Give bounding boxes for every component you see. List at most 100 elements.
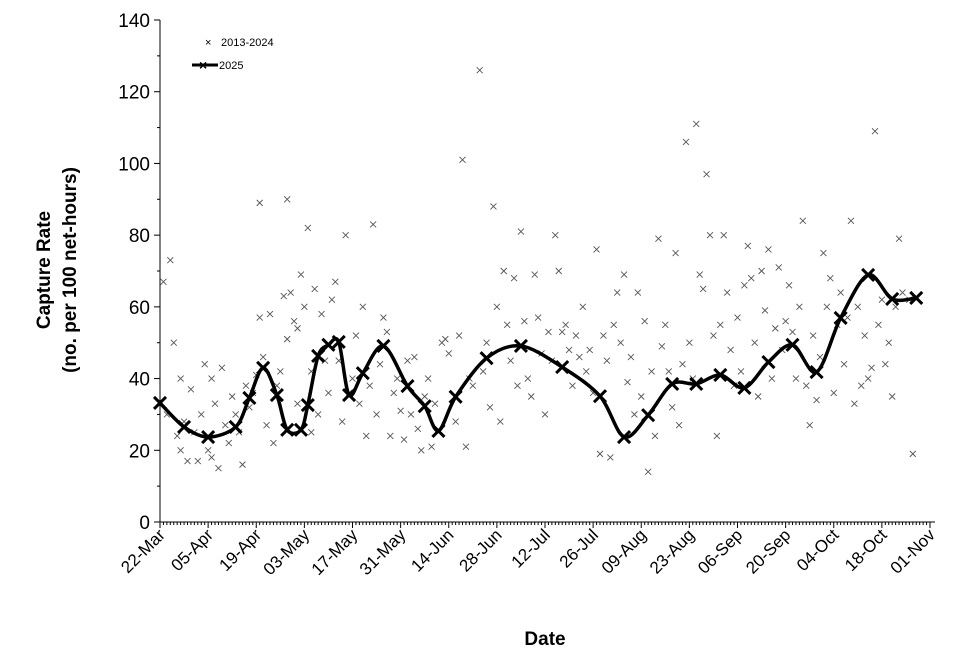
scatter-point — [369, 221, 377, 228]
scatter-point — [641, 317, 649, 325]
scatter-x-stroke — [668, 403, 676, 411]
scatter-point — [380, 314, 387, 321]
scatter-point — [768, 375, 776, 382]
scatter-x-stroke — [610, 321, 618, 329]
scatter-point — [483, 339, 490, 347]
scatter-x-stroke — [318, 310, 325, 318]
scatter-x-stroke — [325, 389, 332, 397]
scatter-point — [668, 403, 676, 411]
scatter-point — [789, 328, 796, 336]
scatter-point — [679, 360, 686, 368]
scatter-point — [390, 389, 398, 397]
scatter-x-stroke — [888, 393, 896, 400]
marker-x-stroke — [833, 310, 848, 326]
scatter-x-stroke — [600, 332, 607, 339]
scatter-point — [844, 314, 851, 321]
scatter-x-stroke — [782, 317, 789, 325]
scatter-point — [342, 231, 349, 239]
scatter-point — [283, 195, 291, 203]
scatter-x-stroke — [280, 292, 288, 300]
scatter-x-stroke — [431, 400, 439, 407]
scatter-x-stroke — [751, 339, 759, 347]
scatter-x-stroke — [170, 339, 178, 347]
scatter-x-stroke — [696, 271, 704, 278]
scatter-x-stroke — [758, 267, 765, 275]
scatter-x-stroke — [270, 439, 277, 447]
scatter-x-stroke — [909, 450, 917, 458]
scatter-x-stroke — [747, 274, 755, 282]
scatter-point — [569, 382, 576, 390]
x-tick-label: 31-May — [356, 525, 410, 579]
scatter-x-stroke — [844, 314, 851, 321]
scatter-x-stroke — [531, 271, 539, 278]
scatter-point — [761, 307, 769, 314]
marker-x-stroke — [331, 334, 346, 350]
scatter-x-stroke — [816, 353, 824, 361]
scatter-x-stroke — [400, 436, 408, 443]
scatter-x-stroke — [634, 289, 642, 296]
scatter-x-stroke — [720, 231, 728, 239]
scatter-point — [868, 364, 875, 372]
scatter-x-stroke — [486, 403, 494, 411]
scatter-x-stroke — [651, 432, 659, 440]
marker-x-stroke — [761, 355, 776, 370]
scatter-point — [201, 360, 209, 368]
scatter-point — [531, 271, 539, 278]
scatter-point — [696, 271, 704, 278]
scatter-point — [840, 360, 848, 368]
scatter-x-stroke — [620, 271, 628, 278]
scatter-point — [682, 138, 690, 146]
scatter-point — [421, 393, 429, 400]
scatter-x-stroke — [545, 328, 552, 336]
scatter-x-stroke — [493, 303, 501, 311]
scatter-point — [699, 285, 707, 293]
scatter-point — [338, 418, 346, 425]
marker-x-stroke — [641, 408, 656, 423]
scatter-point — [617, 339, 624, 347]
scatter-x-stroke — [177, 375, 184, 382]
scatter-point — [490, 203, 497, 210]
scatter-x-stroke — [239, 461, 246, 468]
y-axis-label-line2: (no. per 100 net-hours) — [60, 167, 81, 373]
scatter-point — [813, 396, 820, 404]
scatter-point — [716, 321, 724, 329]
scatter-point — [328, 296, 336, 304]
scatter-x-stroke — [414, 425, 422, 433]
scatter-x-stroke — [328, 296, 336, 304]
line-2025-marker — [376, 338, 391, 354]
scatter-point — [572, 332, 580, 339]
scatter-point — [806, 421, 814, 429]
scatter-point — [225, 439, 233, 447]
scatter-point — [452, 418, 459, 425]
scatter-x-stroke — [527, 393, 535, 400]
scatter-point — [276, 368, 284, 375]
scatter-x-stroke — [228, 393, 236, 400]
x-tick-label: 18-Oct — [841, 525, 891, 575]
marker-x-stroke — [242, 390, 257, 405]
scatter-x-stroke — [641, 317, 649, 325]
marker-x-stroke — [555, 360, 570, 375]
line-2025-marker — [448, 389, 463, 404]
scatter-point — [741, 282, 748, 289]
scatter-point — [620, 271, 628, 278]
x-tick-label: 06-Sep — [694, 525, 746, 577]
scatter-x-stroke — [349, 375, 356, 382]
scatter-x-stroke — [658, 342, 666, 350]
y-tick-label: 60 — [129, 298, 150, 319]
scatter-x-stroke — [809, 332, 817, 339]
x-tick-label: 12-Jul — [508, 525, 554, 571]
scatter-point — [404, 357, 411, 364]
scatter-point — [352, 332, 360, 339]
line-2025-marker — [713, 367, 728, 383]
scatter-x-stroke — [820, 249, 827, 257]
scatter-x-stroke — [737, 368, 745, 375]
scatter-x-stroke — [710, 332, 717, 339]
scatter-x-stroke — [596, 450, 604, 458]
scatter-point — [366, 382, 374, 390]
scatter-point — [386, 432, 394, 440]
scatter-point — [627, 353, 635, 361]
scatter-x-stroke — [579, 303, 587, 311]
marker-x-stroke — [885, 291, 900, 307]
scatter-point — [593, 246, 600, 253]
line-2025-marker — [513, 338, 528, 354]
